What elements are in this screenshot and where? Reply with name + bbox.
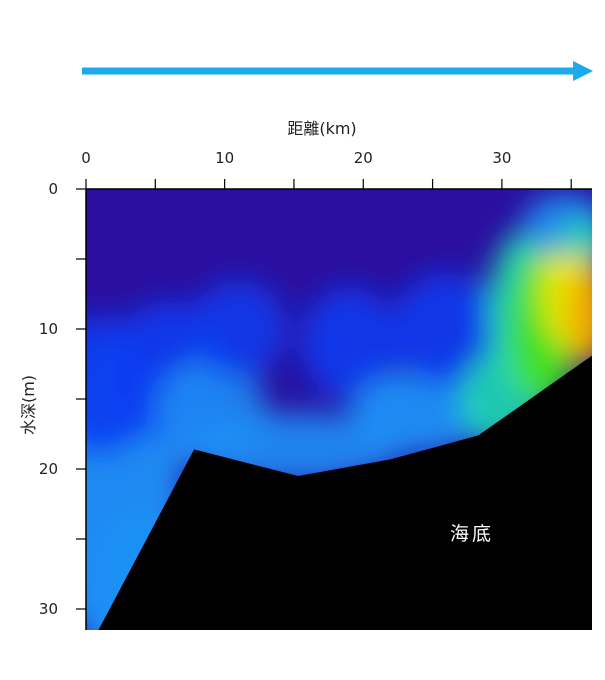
seabed-label: 海底 — [450, 523, 494, 545]
direction-arrow — [82, 61, 594, 81]
y-axis-title: 水深(m) — [19, 375, 38, 435]
field-blob — [349, 371, 489, 455]
y-tick-label: 30 — [39, 600, 58, 618]
field-blob — [557, 217, 592, 259]
x-ticks — [85, 179, 572, 189]
concentration-field — [86, 193, 592, 630]
x-tick-label: 30 — [492, 149, 511, 167]
y-tick-label: 0 — [48, 180, 58, 198]
x-tick-label: 0 — [81, 149, 91, 167]
plot-area — [86, 189, 592, 630]
x-tick-label: 10 — [215, 149, 234, 167]
y-tick-label: 20 — [39, 460, 58, 478]
y-ticks — [76, 188, 86, 610]
direction-arrow-head — [573, 61, 594, 81]
x-tick-labels: 0 10 20 30 — [81, 149, 511, 167]
x-axis-title: 距離(km) — [287, 119, 356, 138]
axes-frame — [85, 188, 592, 630]
y-tick-labels: 0 10 20 30 — [39, 180, 58, 618]
field-blob — [189, 280, 288, 378]
field-blob — [567, 266, 592, 364]
y-tick-label: 10 — [39, 320, 58, 338]
seabed — [98, 355, 592, 630]
field-blob — [300, 287, 398, 399]
field-blob — [390, 273, 502, 385]
x-tick-label: 20 — [354, 149, 373, 167]
